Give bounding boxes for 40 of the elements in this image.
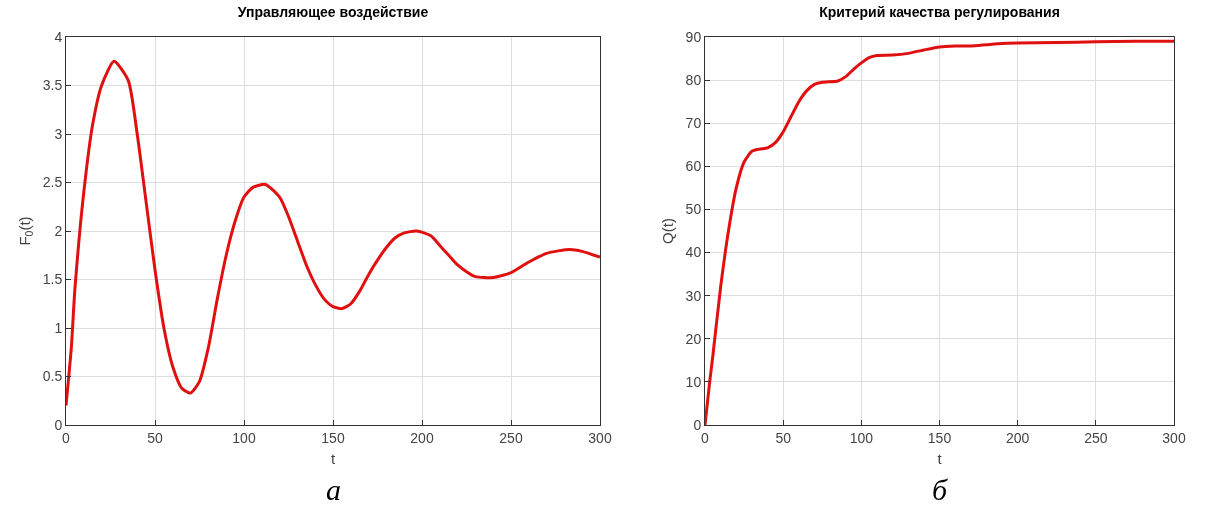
x-tick-label: 150 [927,429,952,446]
x-tick-label: 300 [1162,429,1186,446]
text: б [932,473,948,506]
x-tick-label: 50 [775,429,792,446]
x-tick-label: 200 [1005,429,1030,446]
chart-title: Критерий качества регулирования [819,4,1060,21]
y-tick-label: 0 [54,416,63,433]
x-tick-label: 300 [588,429,612,446]
x-tick-label: 100 [232,429,256,446]
y-axis-title: Q(t) [658,218,676,244]
y-tick-label: 50 [685,201,702,218]
line-series [705,39,1174,425]
x-axis-title: t [330,449,336,467]
y-tick-label: 0.5 [42,368,63,385]
y-tick-label: 4 [54,28,63,45]
y-tick-label: 30 [685,287,702,304]
y-tick-label: 2.5 [42,174,63,191]
x-tick-label: 200 [410,429,434,446]
x-tick-label: 150 [321,429,345,446]
y-tick-label: 80 [685,72,702,89]
y-tick-label: 10 [685,373,702,390]
x-axis-title: t [937,449,943,467]
y-tick-label: 70 [685,115,702,132]
y-tick-label: 1.5 [42,271,63,288]
y-tick-label: 2 [54,222,63,239]
y-tick-label: 0 [693,416,702,433]
y-tick-label: 60 [685,158,702,175]
x-tick-label: 250 [499,429,523,446]
y-tick-label: 3.5 [42,77,63,94]
text: а [326,473,341,506]
y-tick-label: 20 [685,330,702,347]
y-tick-label: 3 [54,125,63,142]
x-tick-label: 50 [147,429,163,446]
line-series [66,59,600,408]
y-tick-label: 90 [685,28,702,45]
y-tick-label: 40 [685,244,702,261]
y-tick-label: 1 [54,319,63,336]
x-tick-label: 250 [1084,429,1108,446]
x-tick-label: 100 [849,429,874,446]
chart-title: Управляющее воздействие [237,4,429,21]
